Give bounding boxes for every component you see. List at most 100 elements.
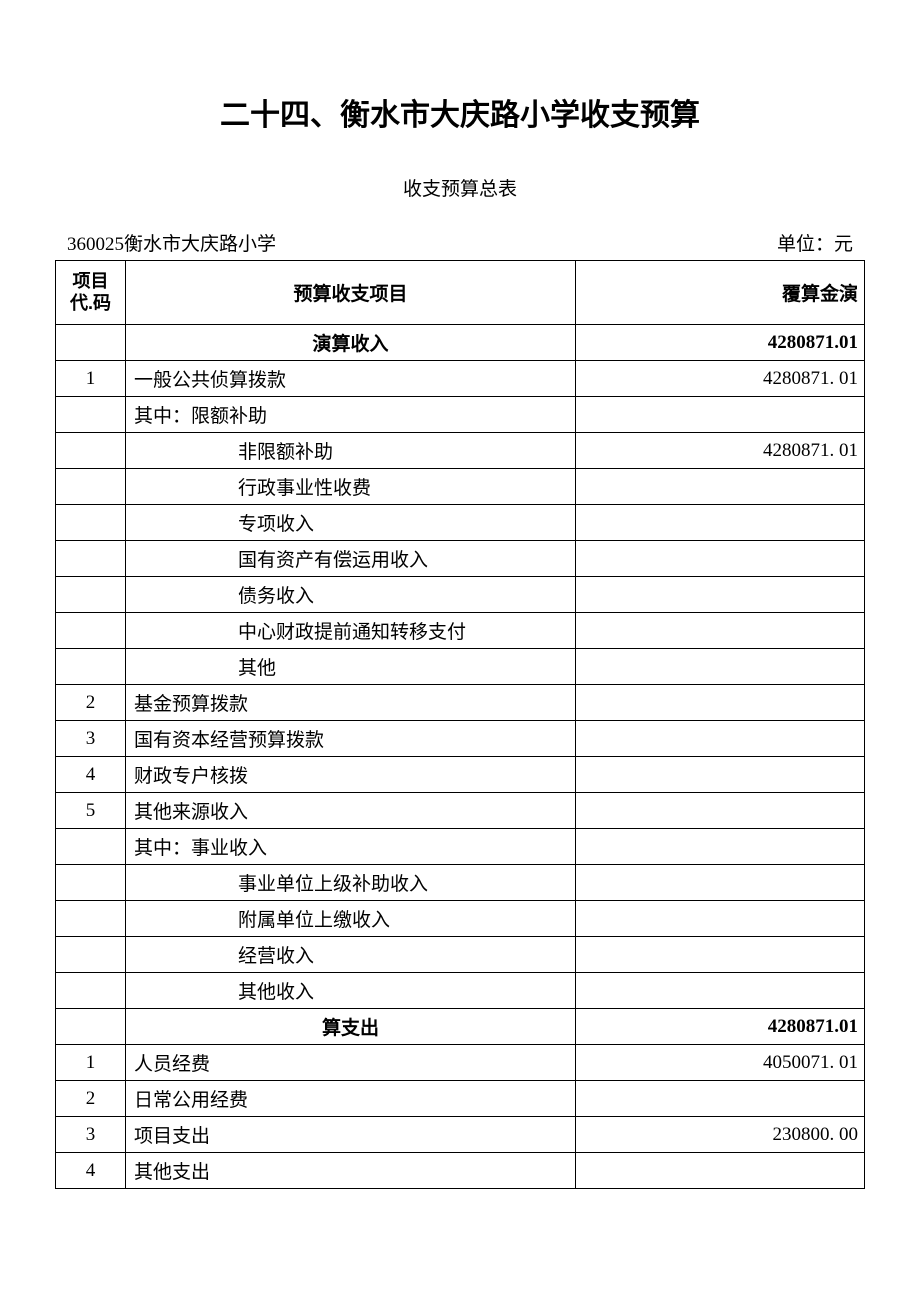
cell-item: 专项收入 — [126, 505, 576, 541]
cell-amount — [576, 649, 865, 685]
cell-item: 其他收入 — [126, 973, 576, 1009]
cell-item: 基金预算拨款 — [126, 685, 576, 721]
cell-code: 2 — [56, 1081, 126, 1117]
cell-amount — [576, 505, 865, 541]
cell-amount — [576, 397, 865, 433]
table-row: 5其他来源收入 — [56, 793, 865, 829]
table-row: 专项收入 — [56, 505, 865, 541]
table-header-row: 项目代.码 预算收支项目 覆算金演 — [56, 261, 865, 325]
cell-code — [56, 469, 126, 505]
cell-item: 国有资本经营预算拨款 — [126, 721, 576, 757]
table-body: 演算收入4280871.011一般公共侦算拨款4280871. 01其中：限额补… — [56, 325, 865, 1189]
org-code-label: 360025衡水市大庆路小学 — [59, 229, 276, 256]
cell-code — [56, 937, 126, 973]
table-row: 经营收入 — [56, 937, 865, 973]
table-row: 算支出4280871.01 — [56, 1009, 865, 1045]
cell-code — [56, 613, 126, 649]
cell-item: 非限额补助 — [126, 433, 576, 469]
cell-item: 其他来源收入 — [126, 793, 576, 829]
cell-amount — [576, 829, 865, 865]
cell-code: 2 — [56, 685, 126, 721]
cell-code: 4 — [56, 1153, 126, 1189]
cell-item: 日常公用经费 — [126, 1081, 576, 1117]
table-row: 其他 — [56, 649, 865, 685]
cell-amount: 4280871. 01 — [576, 433, 865, 469]
table-row: 4其他支出 — [56, 1153, 865, 1189]
cell-code — [56, 397, 126, 433]
cell-code: 4 — [56, 757, 126, 793]
header-amount: 覆算金演 — [576, 261, 865, 325]
table-row: 附属单位上缴收入 — [56, 901, 865, 937]
cell-item: 国有资产有偿运用收入 — [126, 541, 576, 577]
cell-code — [56, 865, 126, 901]
cell-code: 1 — [56, 1045, 126, 1081]
table-row: 3项目支出230800. 00 — [56, 1117, 865, 1153]
cell-code: 1 — [56, 361, 126, 397]
meta-row: 360025衡水市大庆路小学 单位：元 — [55, 229, 865, 256]
cell-item: 其他支出 — [126, 1153, 576, 1189]
cell-amount — [576, 685, 865, 721]
table-row: 债务收入 — [56, 577, 865, 613]
table-row: 中心财政提前通知转移支付 — [56, 613, 865, 649]
cell-item: 事业单位上级补助收入 — [126, 865, 576, 901]
cell-item: 其中：事业收入 — [126, 829, 576, 865]
cell-amount — [576, 541, 865, 577]
cell-amount — [576, 469, 865, 505]
header-code: 项目代.码 — [56, 261, 126, 325]
cell-code: 3 — [56, 1117, 126, 1153]
cell-amount — [576, 577, 865, 613]
table-row: 非限额补助4280871. 01 — [56, 433, 865, 469]
cell-item: 一般公共侦算拨款 — [126, 361, 576, 397]
cell-amount — [576, 937, 865, 973]
cell-item: 债务收入 — [126, 577, 576, 613]
cell-code — [56, 829, 126, 865]
cell-item: 算支出 — [126, 1009, 576, 1045]
cell-item: 财政专户核拨 — [126, 757, 576, 793]
table-row: 国有资产有偿运用收入 — [56, 541, 865, 577]
table-row: 事业单位上级补助收入 — [56, 865, 865, 901]
cell-amount: 4050071. 01 — [576, 1045, 865, 1081]
cell-amount: 4280871.01 — [576, 325, 865, 361]
cell-item: 中心财政提前通知转移支付 — [126, 613, 576, 649]
cell-item: 附属单位上缴收入 — [126, 901, 576, 937]
cell-amount — [576, 973, 865, 1009]
table-row: 行政事业性收费 — [56, 469, 865, 505]
cell-item: 其中：限额补助 — [126, 397, 576, 433]
cell-code — [56, 505, 126, 541]
cell-amount: 4280871. 01 — [576, 361, 865, 397]
cell-code: 3 — [56, 721, 126, 757]
cell-amount — [576, 1153, 865, 1189]
cell-amount — [576, 865, 865, 901]
cell-item: 人员经费 — [126, 1045, 576, 1081]
budget-table: 项目代.码 预算收支项目 覆算金演 演算收入4280871.011一般公共侦算拨… — [55, 260, 865, 1189]
cell-code — [56, 1009, 126, 1045]
table-row: 演算收入4280871.01 — [56, 325, 865, 361]
cell-code: 5 — [56, 793, 126, 829]
cell-amount — [576, 721, 865, 757]
table-row: 其中：事业收入 — [56, 829, 865, 865]
cell-amount — [576, 757, 865, 793]
table-row: 2基金预算拨款 — [56, 685, 865, 721]
table-row: 其他收入 — [56, 973, 865, 1009]
table-row: 1人员经费4050071. 01 — [56, 1045, 865, 1081]
cell-item: 经营收入 — [126, 937, 576, 973]
page-title: 二十四、衡水市大庆路小学收支预算 — [55, 90, 865, 134]
cell-code — [56, 541, 126, 577]
table-row: 1一般公共侦算拨款4280871. 01 — [56, 361, 865, 397]
cell-item: 演算收入 — [126, 325, 576, 361]
cell-code — [56, 577, 126, 613]
table-row: 3国有资本经营预算拨款 — [56, 721, 865, 757]
cell-code — [56, 433, 126, 469]
cell-code — [56, 973, 126, 1009]
cell-amount — [576, 1081, 865, 1117]
cell-code — [56, 325, 126, 361]
cell-amount — [576, 613, 865, 649]
table-row: 2日常公用经费 — [56, 1081, 865, 1117]
cell-amount: 230800. 00 — [576, 1117, 865, 1153]
unit-label: 单位：元 — [777, 229, 861, 256]
table-row: 其中：限额补助 — [56, 397, 865, 433]
cell-item: 行政事业性收费 — [126, 469, 576, 505]
cell-amount — [576, 901, 865, 937]
cell-item: 其他 — [126, 649, 576, 685]
page-subtitle: 收支预算总表 — [55, 174, 865, 201]
